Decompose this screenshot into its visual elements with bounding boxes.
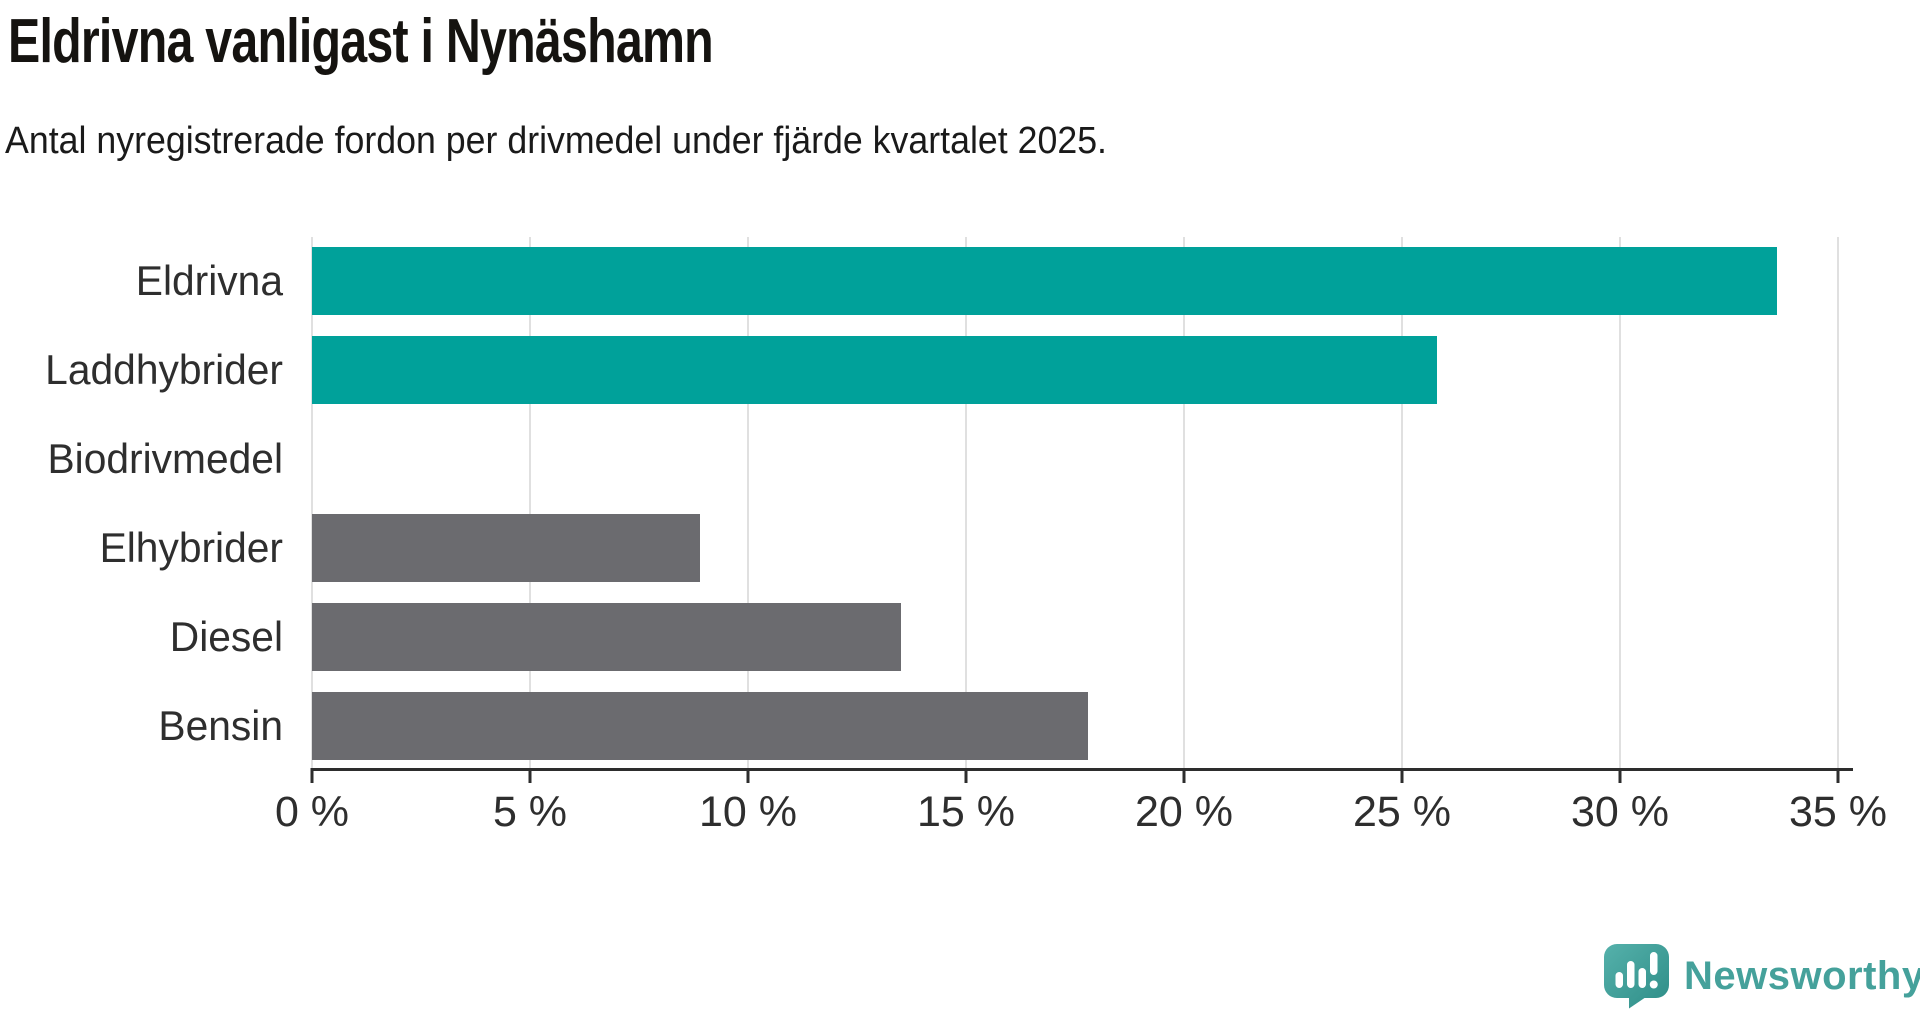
- bar-eldrivna: [312, 247, 1777, 316]
- bar-row-bensin: [312, 681, 1838, 770]
- x-axis-ticks: [310, 768, 1840, 784]
- x-axis-line: [312, 768, 1853, 771]
- bar-row-biodrivmedel: [312, 415, 1838, 504]
- axis-tick-label: 15 %: [916, 788, 1016, 836]
- axis-tick-label: 20 %: [1134, 788, 1234, 836]
- chart-title: Eldrivna vanligast i Nynäshamn: [8, 7, 714, 76]
- axis-tick: [528, 768, 532, 783]
- brand-logo: Newsworthy: [1603, 942, 1920, 1010]
- gridline: [1401, 237, 1403, 770]
- gridline: [746, 237, 749, 770]
- gridline: [1619, 237, 1621, 770]
- x-axis-tick-labels: 0 % 5 % 10 % 15 % 20 % 25 % 30 % 35 %: [275, 788, 1887, 840]
- category-label-elhybrider: Elhybrider: [99, 523, 283, 571]
- bar-elhybrider: [312, 513, 701, 582]
- axis-tick-label: 25 %: [1352, 788, 1452, 836]
- bar-row-laddhybrider: [312, 326, 1838, 415]
- bar-row-diesel: [312, 592, 1838, 681]
- category-labels: Eldrivna Laddhybrider Biodrivmedel Elhybrid…: [0, 237, 283, 770]
- gridline: [311, 237, 313, 770]
- bar-diesel: [312, 602, 901, 671]
- bar-bensin: [312, 691, 1089, 760]
- category-label-biodrivmedel: Biodrivmedel: [47, 435, 283, 483]
- axis-tick-label: 10 %: [698, 788, 798, 836]
- gridline: [1182, 237, 1185, 770]
- gridline: [1837, 237, 1839, 770]
- bar-row-eldrivna: [312, 237, 1838, 326]
- gridline: [965, 237, 967, 770]
- category-label-bensin: Bensin: [158, 701, 283, 749]
- axis-tick: [1182, 768, 1186, 783]
- newsworthy-bubble-icon: [1604, 944, 1669, 1009]
- axis-tick: [964, 768, 968, 783]
- axis-tick: [1400, 768, 1404, 783]
- gridline: [528, 237, 531, 770]
- bar-laddhybrider: [312, 336, 1437, 405]
- plot-area: [311, 237, 1839, 770]
- axis-tick: [310, 768, 314, 783]
- brand-name: Newsworthy: [1684, 953, 1920, 998]
- axis-tick-label: 30 %: [1570, 788, 1670, 836]
- chart-subtitle: Antal nyregistrerade fordon per drivmede…: [5, 120, 1107, 162]
- axis-tick: [1618, 768, 1622, 783]
- axis-tick: [746, 768, 750, 783]
- category-label-eldrivna: Eldrivna: [135, 257, 283, 305]
- bar-row-elhybrider: [312, 504, 1838, 593]
- axis-tick-label: 0 %: [274, 788, 350, 836]
- axis-tick-label: 35 %: [1788, 788, 1888, 836]
- axis-tick-label: 5 %: [492, 788, 568, 836]
- axis-tick: [1836, 768, 1840, 783]
- category-label-laddhybrider: Laddhybrider: [45, 346, 283, 394]
- category-label-diesel: Diesel: [169, 612, 283, 660]
